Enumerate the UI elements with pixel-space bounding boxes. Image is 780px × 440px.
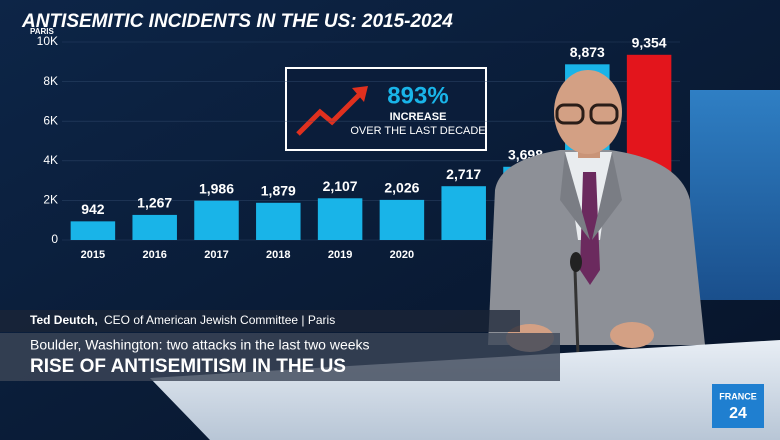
value-label: 9,354 <box>632 34 667 50</box>
bar <box>379 199 425 240</box>
annotation-box <box>285 67 487 151</box>
headline-strap <box>0 333 560 381</box>
value-label: 1,267 <box>137 195 172 211</box>
y-tick-label: 0 <box>51 232 58 246</box>
hand <box>610 322 654 348</box>
microphone <box>570 252 582 272</box>
lapel <box>560 152 590 240</box>
location-tag: PARIS <box>30 27 55 36</box>
x-tick-label: 2015 <box>81 249 105 261</box>
x-tick-label: 2020 <box>390 249 414 261</box>
presenter <box>488 70 705 356</box>
microphone-stand <box>573 269 580 356</box>
value-label: 942 <box>81 201 105 217</box>
bar <box>132 214 177 240</box>
tie <box>580 172 600 285</box>
value-label: 2,107 <box>323 178 358 194</box>
annotation-line: INCREASE <box>390 111 447 123</box>
glasses <box>555 103 585 125</box>
bar <box>256 202 301 240</box>
value-label: 2,717 <box>446 166 481 182</box>
trend-arrow <box>296 92 362 136</box>
logo-text: FRANCE <box>719 391 757 401</box>
glasses <box>589 103 619 125</box>
side-screen <box>690 90 780 300</box>
arrow-head <box>352 86 368 102</box>
y-tick-label: 10K <box>37 34 58 48</box>
bar <box>194 200 239 240</box>
y-tick-label: 2K <box>43 193 58 207</box>
y-tick-label: 8K <box>43 74 58 88</box>
value-label: 1,879 <box>261 182 296 198</box>
lower-third: Ted Deutch, CEO of American Jewish Commi… <box>0 310 560 381</box>
guest-name: Ted Deutch, <box>30 313 98 327</box>
annotation-line: OVER THE LAST DECADE <box>350 125 485 137</box>
name-strap <box>0 310 520 332</box>
x-tick-label: 2019 <box>328 249 352 261</box>
desk <box>150 340 780 440</box>
chart-title: ANTISEMITIC INCIDENTS IN THE US: 2015-20… <box>21 11 453 32</box>
value-label: 8,873 <box>570 44 605 60</box>
x-tick-label: 2016 <box>142 249 166 261</box>
lapel <box>592 152 622 240</box>
value-label: 2,026 <box>384 180 419 196</box>
subheadline: Boulder, Washington: two attacks in the … <box>30 337 370 353</box>
logo-box <box>712 384 764 428</box>
bar <box>70 221 116 240</box>
head <box>554 70 622 154</box>
annotation-value: 893% <box>387 82 448 109</box>
guest-role: CEO of American Jewish Committee | Paris <box>104 313 335 327</box>
y-tick-label: 6K <box>43 113 58 127</box>
headline: RISE OF ANTISEMITISM IN THE US <box>30 356 346 377</box>
logo-text: 24 <box>729 405 747 422</box>
bar <box>317 198 363 240</box>
value-label: 1,986 <box>199 180 234 196</box>
x-tick-label: 2018 <box>266 249 290 261</box>
x-tick-label: 2017 <box>204 249 228 261</box>
bar <box>441 186 486 240</box>
y-tick-label: 4K <box>43 153 58 167</box>
channel-logo: FRANCE 24 <box>712 384 764 428</box>
